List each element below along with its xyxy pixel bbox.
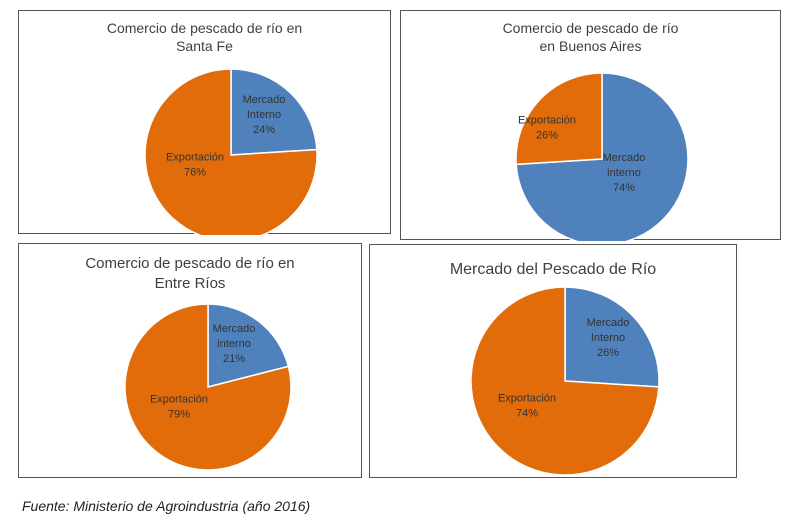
- chart-title-line: Mercado del Pescado de Río: [449, 261, 657, 278]
- pie-chart: Mercado interno 74% Exportación 26%: [515, 72, 689, 241]
- chart-title: Comercio de pescado de río en Santa Fe: [19, 19, 390, 55]
- pie-chart: Mercado Interno 24% Exportación 76%: [144, 68, 318, 235]
- chart-title: Mercado del Pescado de Río: [370, 260, 736, 281]
- data-label: Exportación 74%: [498, 393, 556, 420]
- pie-chart: Mercado interno 21% Exportación 79%: [124, 303, 292, 471]
- data-label: Exportación 76%: [166, 152, 224, 179]
- chart-panel-buenos-aires: Comercio de pescado de río en Buenos Air…: [400, 10, 781, 241]
- data-label: Mercado interno 74%: [603, 152, 646, 194]
- pie-slice-exportacion: [124, 303, 292, 471]
- source-caption: Fuente: Ministerio de Agroindustria (año…: [22, 498, 311, 514]
- pie-chart: Mercado Interno 26% Exportación 74%: [470, 286, 660, 476]
- chart-panel-mercado-total: Mercado del Pescado de Río Mercado Intern…: [369, 244, 737, 478]
- pie-slice-mercado-interno: [207, 303, 290, 388]
- pie-slice-mercado-interno: [230, 68, 318, 156]
- data-label: Exportación 79%: [150, 394, 208, 421]
- pie-slice-mercado-interno: [564, 286, 660, 388]
- pie-slice-exportacion: [470, 286, 660, 476]
- data-label: Exportación 26%: [518, 115, 576, 142]
- chart-title: Comercio de pescado de río en Buenos Air…: [401, 19, 780, 55]
- chart-title-line: Comercio de pescado de río: [502, 20, 679, 36]
- data-label: Mercado Interno 24%: [243, 94, 286, 136]
- chart-title-line: Comercio de pescado de río en: [106, 20, 303, 36]
- chart-panel-santa-fe: Comercio de pescado de río en Santa Fe M…: [18, 10, 391, 235]
- data-label: Mercado Interno 26%: [587, 317, 630, 359]
- data-label: Mercado interno 21%: [213, 323, 256, 365]
- chart-title: Comercio de pescado de río en Entre Ríos: [19, 254, 361, 293]
- pie-slice-exportacion: [515, 72, 603, 166]
- pie-slice-exportacion: [144, 68, 318, 235]
- chart-title-line: en Buenos Aires: [539, 38, 642, 55]
- chart-title-line: Comercio de pescado de río en: [85, 255, 295, 272]
- chart-panel-entre-rios: Comercio de pescado de río en Entre Ríos…: [18, 243, 362, 478]
- chart-title-line: Entre Ríos: [154, 274, 226, 292]
- chart-title-line: Santa Fe: [176, 38, 233, 55]
